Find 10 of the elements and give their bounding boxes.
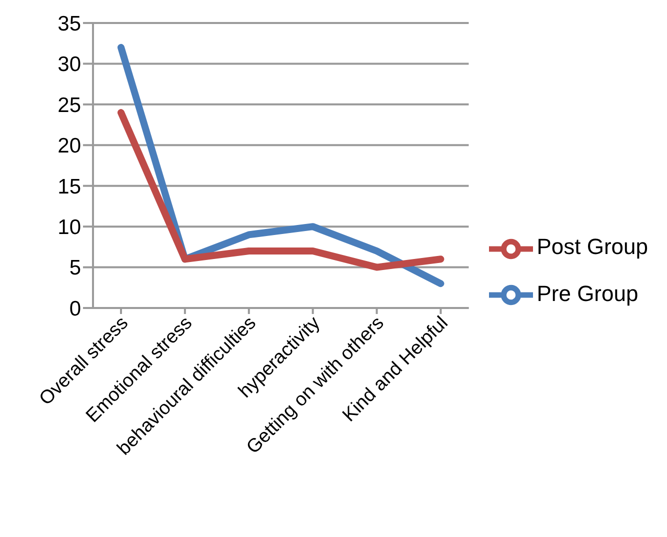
- legend-label: Pre Group: [536, 280, 638, 306]
- y-tick-label: 30: [58, 53, 81, 76]
- y-tick-label: 35: [58, 12, 81, 36]
- y-tick-label: 5: [69, 256, 81, 280]
- y-tick-label: 20: [58, 134, 81, 158]
- y-tick-label: 25: [58, 94, 81, 117]
- y-tick-label: 15: [58, 175, 81, 198]
- y-tick-label: 0: [69, 297, 81, 320]
- y-tick-label: 10: [58, 216, 81, 240]
- legend-label: Post Group: [536, 234, 648, 260]
